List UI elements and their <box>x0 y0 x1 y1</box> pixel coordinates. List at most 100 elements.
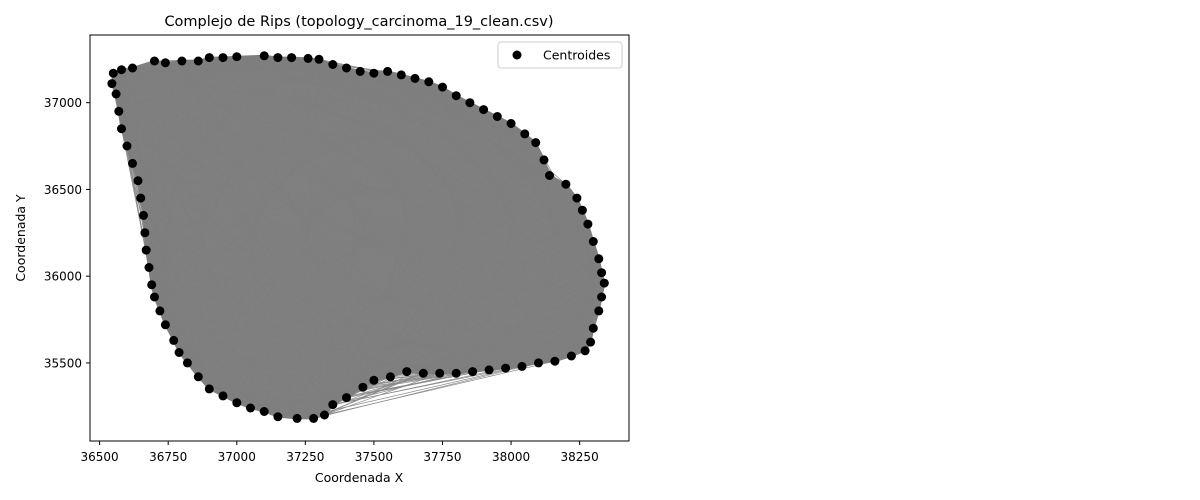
centroid-point <box>114 106 124 116</box>
centroid-point <box>342 63 351 73</box>
complex-edge <box>143 102 471 216</box>
centroid-point <box>128 158 137 168</box>
centroid-point <box>193 56 203 66</box>
centroid-point <box>545 171 554 180</box>
complex-edge <box>414 78 506 369</box>
complex-edge <box>132 163 210 390</box>
complex-edge <box>165 324 347 398</box>
x-tick-label: 36500 <box>81 450 119 464</box>
complex-edge <box>111 83 556 362</box>
centroid-point <box>287 53 297 63</box>
centroid-point <box>586 337 596 347</box>
centroid-point <box>193 372 203 382</box>
centroid-point <box>396 70 406 80</box>
complex-edge <box>126 133 525 147</box>
centroid-point <box>144 263 154 272</box>
complex-edge <box>140 57 292 199</box>
complex-edge <box>165 324 572 357</box>
complex-edge <box>111 71 388 84</box>
complex-edge <box>118 111 265 412</box>
complex-edge <box>264 241 594 412</box>
centroid-point <box>342 393 351 403</box>
complex-edge <box>198 78 416 378</box>
complex-edge <box>115 93 347 398</box>
complex-edge <box>165 272 602 326</box>
complex-edge <box>423 282 605 374</box>
complex-edge <box>146 249 591 343</box>
complex-edge <box>442 86 586 351</box>
centroid-point <box>410 73 420 83</box>
centroid-point <box>358 382 368 392</box>
complex-edge <box>359 71 457 374</box>
centroid-point <box>468 367 478 377</box>
complex-edge <box>111 83 440 374</box>
chart-title: Complejo de Rips (topology_carcinoma_19_… <box>164 14 553 30</box>
complex-edge <box>222 57 536 143</box>
complex-edge <box>291 57 539 364</box>
complex-edge <box>313 296 602 419</box>
centroid-point <box>111 89 121 99</box>
complex-edge <box>126 145 506 369</box>
complex-edge <box>148 267 199 377</box>
complex-edge <box>362 241 594 388</box>
complex-edge <box>154 60 572 357</box>
centroid-point <box>465 98 475 108</box>
centroid-point <box>218 391 228 401</box>
centroid-point <box>451 91 461 101</box>
complex-edge <box>173 159 545 341</box>
centroid-point <box>383 66 393 76</box>
centroid-point <box>273 53 283 63</box>
legend: Centroides <box>497 41 623 69</box>
complex-edge <box>111 83 605 284</box>
centroid-point <box>539 155 549 165</box>
plot-area <box>107 51 609 423</box>
complex-edge <box>144 55 265 233</box>
complex-edge <box>373 81 430 381</box>
complex-edge <box>576 198 600 311</box>
centroid-point <box>232 398 242 408</box>
complex-edge <box>151 78 416 286</box>
y-axis-label: Coordenada Y <box>13 194 28 282</box>
centroid-points <box>107 51 609 423</box>
complex-edge <box>187 362 506 369</box>
centroid-point <box>492 112 502 121</box>
centroid-point <box>107 79 117 89</box>
centroid-point <box>314 54 324 64</box>
complex-edge <box>263 142 536 412</box>
centroid-point <box>108 68 118 78</box>
complex-edge <box>307 58 314 419</box>
complex-edge <box>469 102 567 185</box>
complex-edge <box>140 197 334 405</box>
complex-edge <box>236 56 599 260</box>
complex-edge <box>346 67 586 352</box>
y-tick-label: 36500 <box>44 183 82 197</box>
centroid-point <box>506 119 516 128</box>
complex-edge <box>439 272 602 374</box>
complex-edge <box>116 93 550 176</box>
complex-edge <box>111 60 183 84</box>
complex-edge <box>222 183 567 397</box>
centroid-point <box>520 129 530 139</box>
complex-edge <box>154 60 175 341</box>
y-tick-label: 35500 <box>44 356 82 370</box>
centroid-point <box>534 358 543 368</box>
centroid-point <box>451 368 461 378</box>
centroid-point <box>594 306 604 316</box>
complex-edge <box>159 310 555 362</box>
complex-edge <box>198 209 583 378</box>
complex-edge <box>111 83 238 403</box>
complex-edge <box>137 180 602 298</box>
complex-edge <box>132 163 583 211</box>
complex-edge <box>173 340 586 352</box>
complex-edge <box>118 60 155 112</box>
complex-edge <box>148 267 594 329</box>
x-tick-label: 38250 <box>561 450 599 464</box>
complex-edge <box>165 62 440 374</box>
complex-edge <box>116 72 374 95</box>
centroid-point <box>160 58 170 68</box>
centroid-point <box>479 105 489 115</box>
complex-edge <box>115 93 251 409</box>
complex-edge <box>148 267 298 419</box>
complex-edge <box>121 128 150 268</box>
centroid-point <box>561 179 571 189</box>
